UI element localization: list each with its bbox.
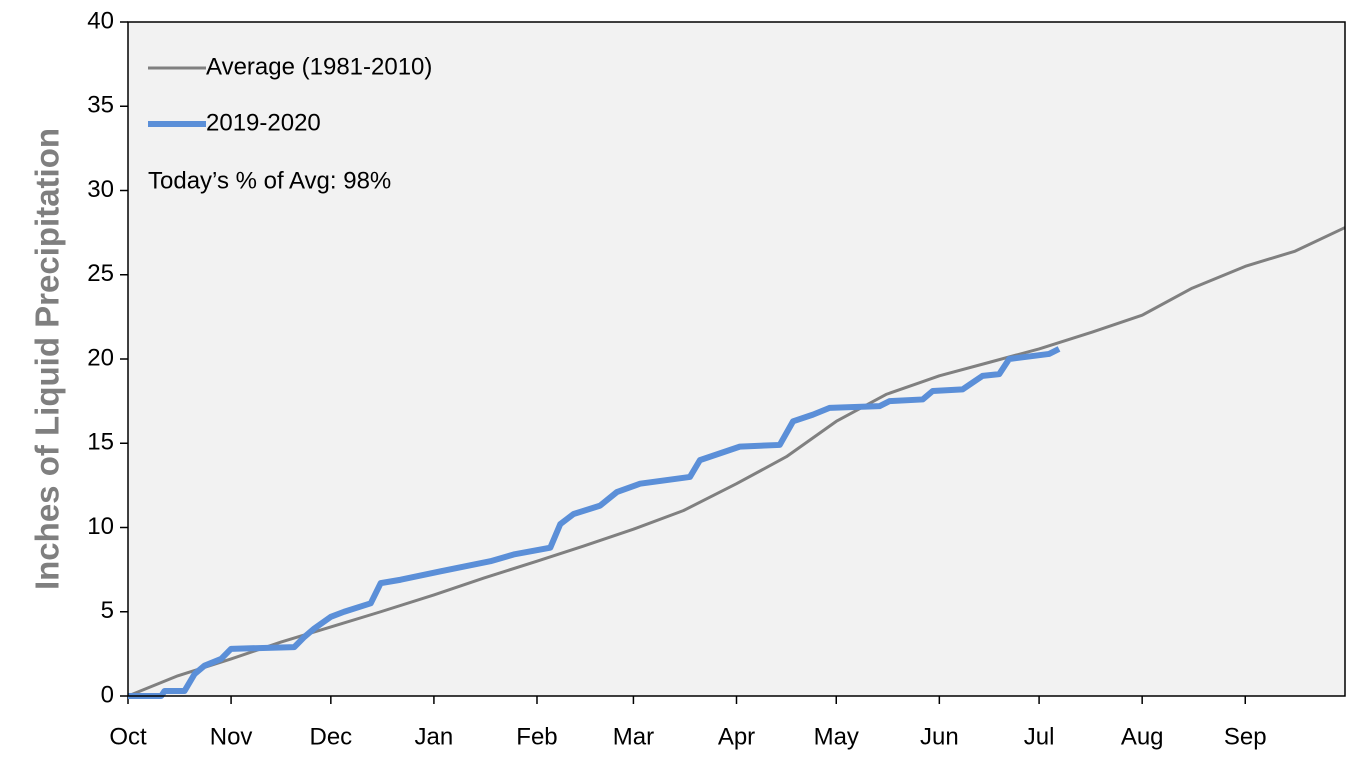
x-tick-label: May	[814, 723, 859, 750]
y-tick-label: 15	[87, 429, 114, 456]
x-tick-label: Apr	[718, 723, 755, 750]
x-tick-label: Sep	[1224, 723, 1267, 750]
x-tick-label: Jul	[1024, 723, 1055, 750]
x-tick-label: Oct	[109, 723, 147, 750]
series-line	[128, 346, 1061, 699]
legend-label: 2019-2020	[206, 109, 321, 136]
y-tick-label: 5	[101, 597, 114, 624]
x-tick-label: Mar	[613, 723, 654, 750]
x-tick-label: Feb	[516, 723, 557, 750]
annotation: Today’s % of Avg: 98%	[148, 167, 391, 194]
x-tick-label: Jan	[415, 723, 454, 750]
series-line	[127, 226, 1346, 698]
plot-area	[128, 22, 1345, 696]
legend-label: Average (1981-2010)	[206, 53, 432, 80]
y-axis-title: Inches of Liquid Precipitation	[29, 128, 66, 590]
y-tick-label: 30	[87, 176, 114, 203]
y-tick-label: 25	[87, 260, 114, 287]
y-tick-label: 35	[87, 92, 114, 119]
x-tick-label: Aug	[1121, 723, 1164, 750]
y-tick-label: 20	[87, 344, 114, 371]
y-tick-label: 0	[101, 681, 114, 708]
x-tick-label: Nov	[210, 723, 253, 750]
y-tick-label: 10	[87, 513, 114, 540]
plot-border	[127, 21, 1346, 697]
x-tick-label: Dec	[309, 723, 352, 750]
x-tick-label: Jun	[920, 723, 959, 750]
y-tick-label: 40	[87, 7, 114, 34]
